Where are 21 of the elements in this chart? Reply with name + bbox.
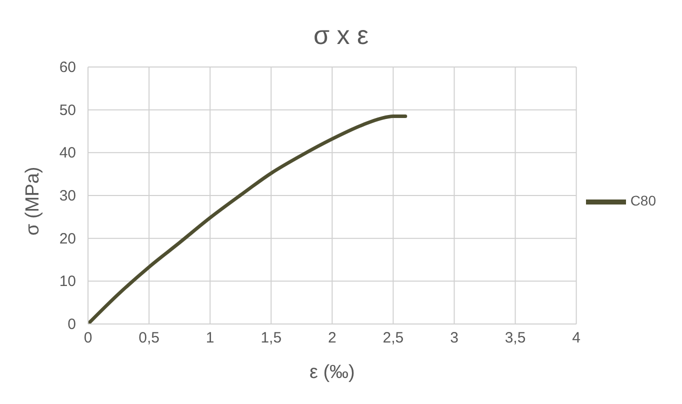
x-tick-label: 3,5	[504, 330, 526, 347]
y-tick-label: 40	[59, 144, 76, 162]
y-tick-label: 50	[59, 102, 76, 119]
y-tick-label: 60	[59, 59, 76, 76]
x-tick-label: 1,5	[260, 330, 282, 347]
x-tick-label: 3	[450, 330, 458, 347]
legend-label: C80	[630, 192, 656, 209]
y-tick-label: 0	[68, 316, 76, 333]
x-tick-label: 1	[206, 330, 214, 347]
line-series	[88, 114, 408, 324]
chart-title: σ x ε	[312, 20, 370, 51]
x-tick-label: 2	[328, 330, 336, 347]
y-tick-label: 10	[59, 273, 76, 290]
y-tick-label: 30	[59, 188, 76, 204]
x-tick-label: 2,5	[382, 330, 404, 347]
x-tick-label: 4	[572, 330, 580, 347]
x-axis-title: ε (‰)	[309, 362, 355, 383]
y-tick-label: 20	[59, 230, 76, 248]
x-tick-label: 0	[84, 330, 92, 347]
x-tick-label: 0,5	[138, 330, 160, 347]
y-axis-title: σ (MPa)	[22, 166, 44, 236]
